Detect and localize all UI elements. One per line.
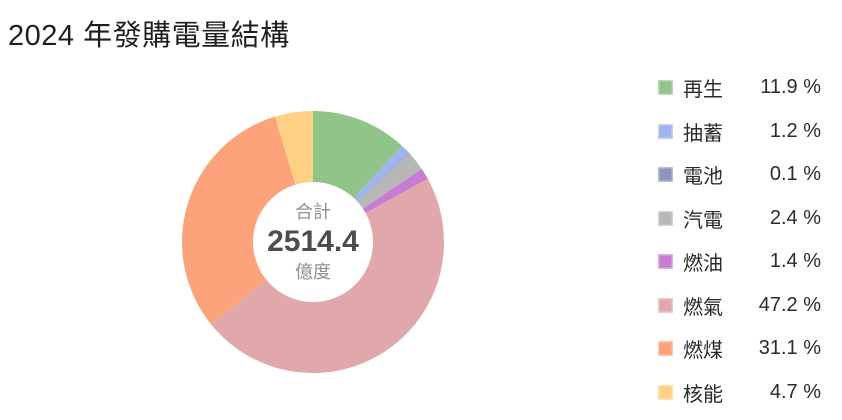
legend-value: 0.1 %	[769, 163, 821, 186]
legend-swatch-oil	[658, 254, 673, 270]
legend-item-nuclear[interactable]: 核能 4.7 %	[658, 371, 821, 415]
legend-item-coal[interactable]: 燃煤 31.1 %	[658, 327, 821, 371]
legend-swatch-nuclear	[658, 384, 673, 400]
legend-item-oil[interactable]: 燃油 1.4 %	[658, 240, 821, 284]
donut-slice-gas[interactable]	[211, 178, 445, 374]
legend-swatch-pumped-storage	[658, 123, 673, 139]
legend-value: 47.2 %	[758, 293, 821, 316]
legend-value: 1.2 %	[769, 119, 821, 142]
donut-slice-pumped-storage[interactable]	[353, 145, 410, 202]
legend-label: 燃油	[683, 253, 723, 276]
donut-slice-renewable[interactable]	[313, 111, 403, 198]
legend-swatch-battery	[658, 167, 673, 183]
legend-label: 抽蓄	[683, 122, 723, 145]
donut-slice-oil[interactable]	[362, 169, 428, 214]
donut-slice-battery[interactable]	[357, 152, 410, 202]
legend-label: 汽電	[683, 209, 723, 232]
legend-value: 2.4 %	[769, 206, 821, 229]
legend-label: 核能	[683, 383, 723, 406]
legend-value: 1.4 %	[769, 250, 821, 273]
legend-swatch-cogeneration	[658, 210, 673, 226]
legend-value: 11.9 %	[760, 76, 821, 99]
legend-item-battery[interactable]: 電池 0.1 %	[658, 153, 821, 197]
donut-slice-cogeneration[interactable]	[357, 153, 422, 209]
legend-item-pumped-storage[interactable]: 抽蓄 1.2 %	[658, 110, 821, 154]
donut-slice-nuclear[interactable]	[274, 111, 313, 185]
legend-label: 燃氣	[683, 296, 723, 319]
legend-label: 電池	[683, 166, 723, 189]
chart-title: 2024 年發購電量結構	[8, 20, 290, 52]
legend-label: 再生	[683, 79, 723, 102]
legend-label: 燃煤	[683, 340, 723, 363]
legend-item-gas[interactable]: 燃氣 47.2 %	[658, 284, 821, 328]
legend-swatch-renewable	[658, 80, 673, 96]
legend-value: 4.7 %	[769, 380, 821, 403]
legend: 再生 11.9 % 抽蓄 1.2 % 電池 0.1 % 汽電 2.4 % 燃油 …	[658, 66, 821, 414]
legend-item-cogeneration[interactable]: 汽電 2.4 %	[658, 197, 821, 241]
legend-item-renewable[interactable]: 再生 11.9 %	[658, 66, 821, 110]
donut-slice-coal[interactable]	[181, 116, 296, 325]
legend-swatch-gas	[658, 297, 673, 313]
legend-swatch-coal	[658, 341, 673, 357]
legend-value: 31.1 %	[758, 337, 821, 360]
